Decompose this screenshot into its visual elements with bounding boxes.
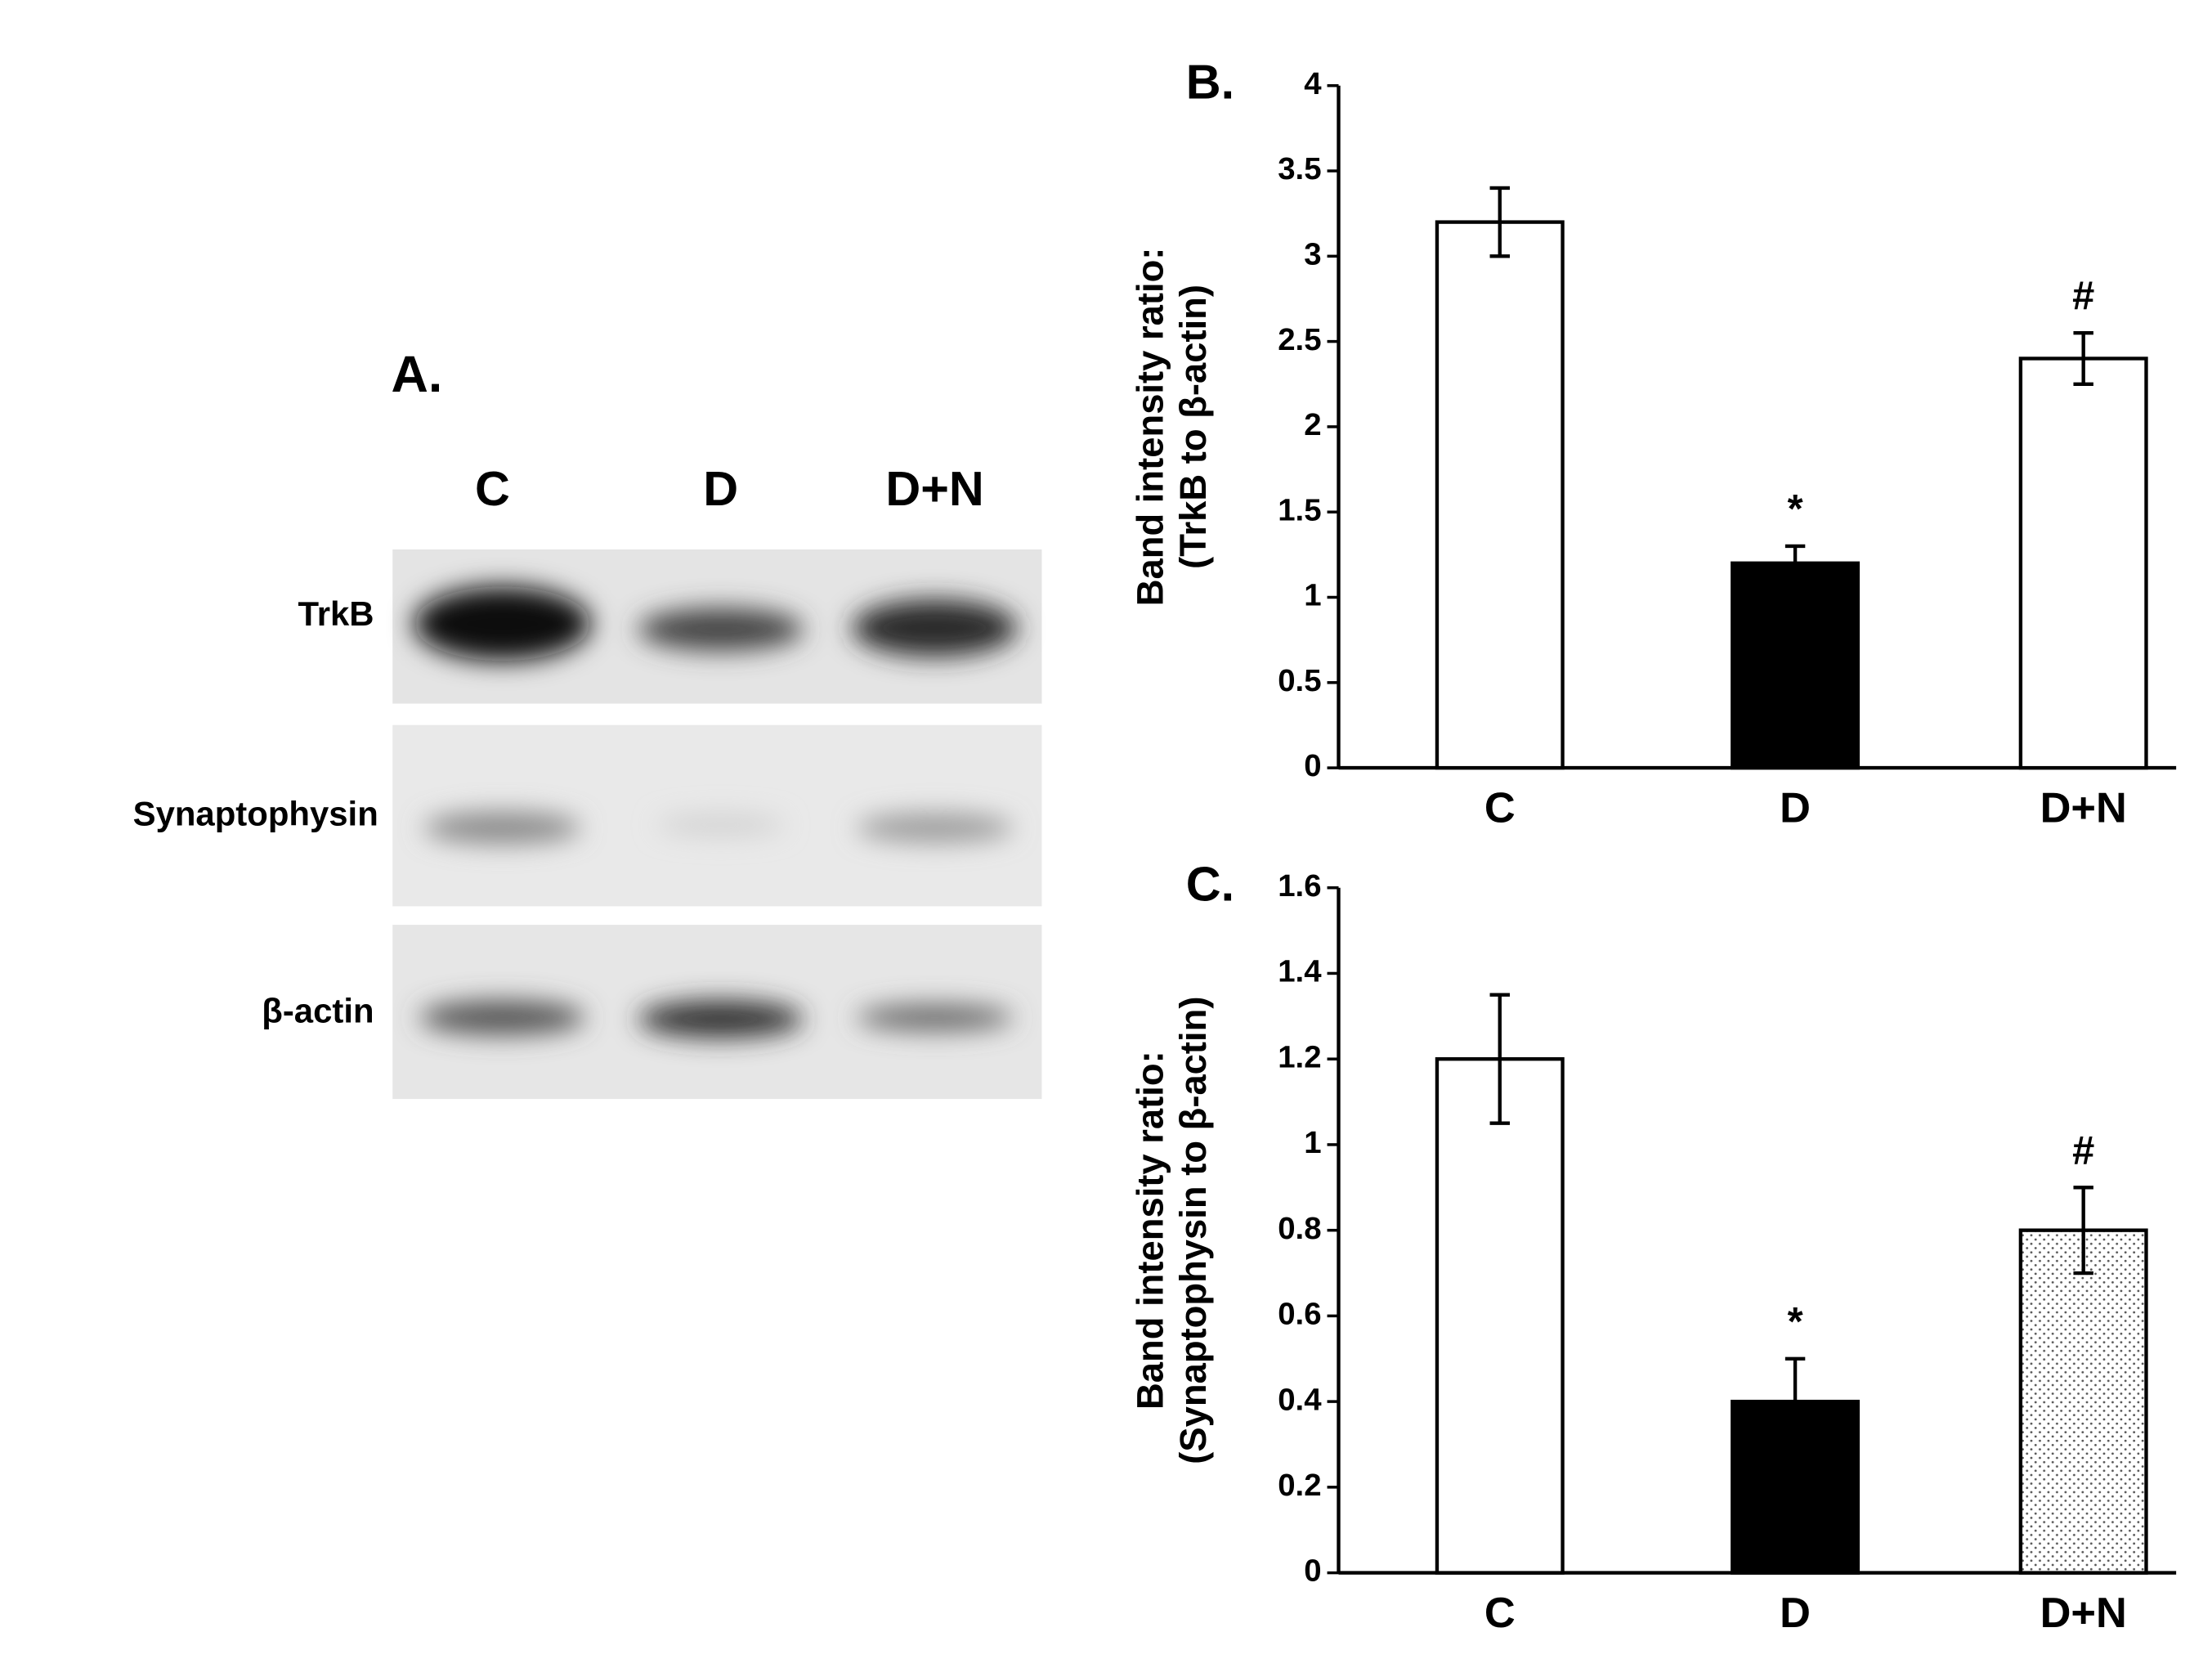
significance-marker: * xyxy=(1788,487,1803,531)
y-tick-label: 4 xyxy=(1304,66,1322,101)
row-label: Synaptophysin xyxy=(133,795,378,833)
x-tick-label: C xyxy=(1484,784,1516,832)
x-tick-label: C xyxy=(1484,1590,1516,1637)
y-tick-label: 1 xyxy=(1304,578,1321,613)
row-label: β-actin xyxy=(262,991,374,1029)
y-tick-label: 0.6 xyxy=(1278,1297,1321,1332)
row-label: TrkB xyxy=(298,594,374,633)
bar xyxy=(1435,1057,1565,1575)
y-tick-label: 0 xyxy=(1304,748,1321,783)
error-bar xyxy=(1489,186,1510,258)
panel-label: C. xyxy=(1186,856,1234,911)
y-axis-label: Band intensity ratio: xyxy=(1130,248,1171,607)
y-tick-label: 1 xyxy=(1304,1125,1321,1160)
y-tick-label: 1.4 xyxy=(1278,954,1322,989)
y-tick-label: 0.8 xyxy=(1278,1211,1321,1246)
x-tick-label: D xyxy=(1780,1590,1811,1637)
panel-label: A. xyxy=(391,346,442,403)
y-tick-label: 0.5 xyxy=(1278,663,1321,698)
bar xyxy=(2018,356,2148,770)
lane-label: C xyxy=(475,461,510,516)
bar xyxy=(1731,561,1860,770)
error-bar xyxy=(2073,1186,2093,1276)
y-tick-label: 1.2 xyxy=(1278,1039,1321,1074)
x-tick-label: D xyxy=(1780,784,1811,832)
y-tick-label: 1.6 xyxy=(1278,868,1321,904)
y-tick-label: 3 xyxy=(1304,236,1321,271)
error-bar xyxy=(1784,544,1806,582)
error-bar xyxy=(2073,331,2093,386)
bands xyxy=(414,586,1018,1038)
bar xyxy=(1435,220,1565,770)
panel-label: B. xyxy=(1186,54,1234,109)
y-tick-label: 0.4 xyxy=(1278,1382,1322,1417)
y-tick-label: 0 xyxy=(1304,1554,1321,1589)
y-axis-label: (TrkB to β-actin) xyxy=(1172,285,1214,569)
error-bar xyxy=(1784,1356,1806,1446)
significance-marker: * xyxy=(1788,1300,1803,1344)
y-tick-label: 2.5 xyxy=(1278,322,1321,357)
significance-marker: # xyxy=(2072,274,2094,318)
blot-panel: A. C D D+N TrkB Synaptophysin β-actin xyxy=(133,346,1042,1100)
bar xyxy=(2018,1228,2148,1575)
lane-label: D+N xyxy=(885,461,983,516)
y-axis-label: (Synaptophysin to β-actin) xyxy=(1172,997,1214,1464)
y-tick-label: 0.2 xyxy=(1278,1468,1321,1503)
y-tick-label: 3.5 xyxy=(1278,151,1321,186)
significance-marker: # xyxy=(2072,1128,2094,1173)
error-bar xyxy=(1489,993,1510,1125)
y-axis-label: Band intensity ratio: xyxy=(1130,1051,1171,1410)
y-tick-label: 1.5 xyxy=(1278,492,1321,527)
y-tick-label: 2 xyxy=(1304,407,1321,442)
x-tick-label: D+N xyxy=(2040,784,2127,832)
x-tick-label: D+N xyxy=(2040,1590,2127,1637)
lane-label: D xyxy=(703,461,738,516)
